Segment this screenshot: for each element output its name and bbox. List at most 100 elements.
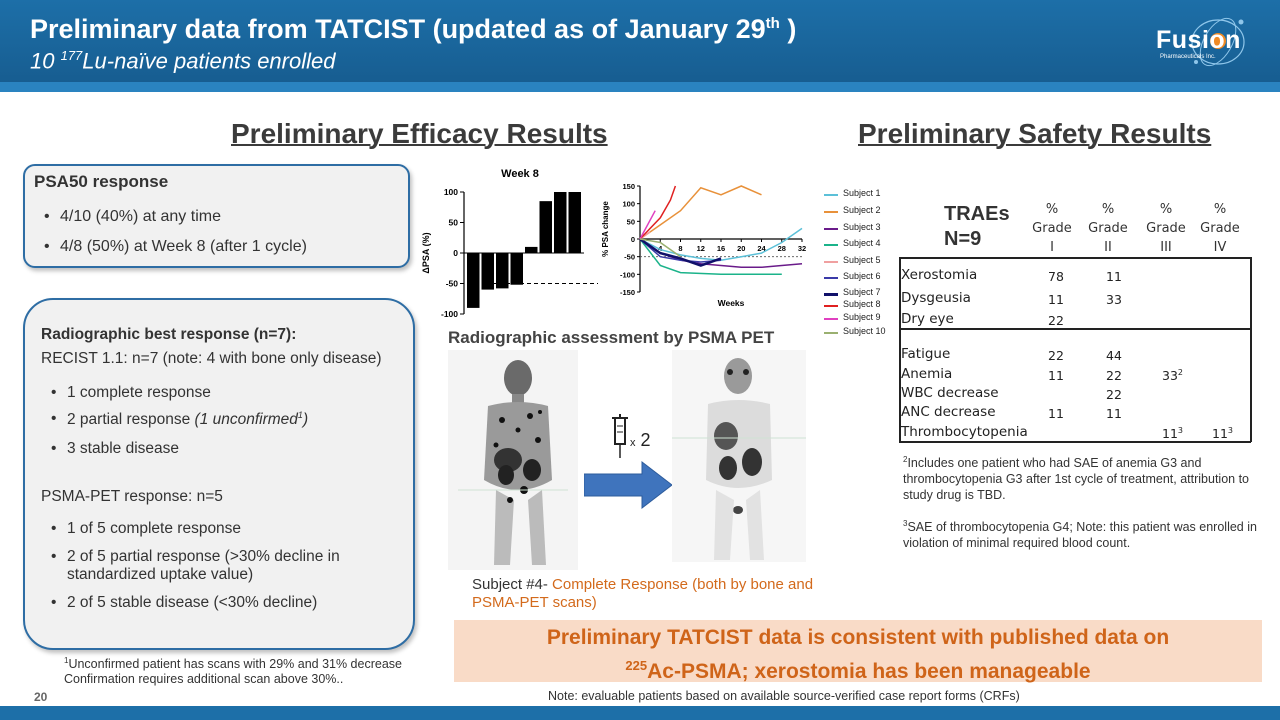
legend-swatch [824, 318, 838, 320]
legend-item-label: Subject 4 [843, 238, 881, 248]
series-line-7 [639, 237, 722, 267]
crf-note: Note: evaluable patients based on availa… [548, 689, 1020, 703]
table-row-label: Thrombocytopenia [901, 424, 1028, 440]
waterfall-bar [525, 246, 538, 253]
table-cell: 113 [1162, 426, 1183, 442]
footer-band [0, 706, 1280, 720]
pet-bullet-stable: 2 of 5 stable disease (<30% decline) [51, 594, 317, 612]
psa50-bullet-any-time: 4/10 (40%) at any time [44, 208, 221, 226]
legend-swatch [824, 293, 838, 296]
table-cell: 11 [1106, 406, 1122, 421]
logo-wordmark: Fusion [1156, 26, 1241, 54]
legend-swatch [824, 244, 838, 246]
table-cell: 22 [1048, 313, 1064, 328]
table-cell: 11 [1048, 292, 1064, 307]
waterfall-bar [568, 192, 581, 253]
safety-footnote-3: 3SAE of thrombocytopenia G4; Note: this … [903, 519, 1257, 551]
series-line-10 [639, 238, 681, 258]
grade-header-I: % Grade I [1032, 202, 1072, 255]
pet-response-title: PSMA-PET response: n=5 [41, 488, 223, 505]
rad-bullet-stable: 3 stable disease [51, 440, 179, 458]
table-cell: 22 [1106, 387, 1122, 402]
series-line-4 [639, 238, 782, 276]
line-x-tick-label: 12 [697, 244, 705, 253]
line-x-tick-label: 24 [757, 244, 766, 253]
footnote-unconfirmed: 1Unconfirmed patient has scans with 29% … [64, 656, 402, 672]
bar-y-tick-label: 0 [453, 248, 458, 258]
legend-swatch [824, 194, 838, 196]
bar-chart-title: Week 8 [501, 168, 539, 180]
footnote-confirmation: Confirmation requires additional scan ab… [64, 672, 344, 686]
traes-header: TRAEs N=9 [944, 203, 1010, 250]
table-cell: 11 [1106, 269, 1122, 284]
recist-line: RECIST 1.1: n=7 (note: 4 with bone only … [41, 350, 382, 367]
table-cell: 22 [1106, 368, 1122, 383]
radiographic-response-box: Radiographic best response (n=7): RECIST… [23, 298, 415, 650]
table-cell: 33 [1106, 292, 1122, 307]
bar-y-tick-label: -50 [446, 279, 459, 289]
table-row-label: Anemia [901, 366, 953, 382]
week8-waterfall-chart: Week 8 100 50 0 -50 -100 ΔPSA (%) [421, 168, 598, 319]
series-line-8 [639, 185, 677, 240]
pet-caption: Subject #4- Complete Response (both by b… [472, 576, 814, 611]
table-cell: 332 [1162, 368, 1183, 384]
safety-footnote-2: 2Includes one patient who had SAE of ane… [903, 455, 1250, 503]
legend-item-label: Subject 9 [843, 312, 881, 322]
pet-section-title: Radiographic assessment by PSMA PET [448, 328, 775, 347]
waterfall-bar [481, 253, 494, 290]
line-x-tick-label: 8 [678, 244, 682, 253]
header-stripe [0, 82, 1280, 92]
table-row-label: Fatigue [901, 346, 951, 362]
grade-header-IV: % Grade IV [1200, 202, 1240, 255]
waterfall-bar [510, 253, 523, 285]
bar-y-tick-label: 50 [449, 218, 459, 228]
right-arrow-icon [583, 460, 673, 510]
legend-swatch [824, 261, 838, 263]
dose-count: x 2 [630, 430, 651, 450]
treatment-arrow-group [583, 460, 674, 515]
series-line-2 [639, 185, 762, 240]
legend-swatch [824, 277, 838, 279]
series-line-6 [639, 238, 722, 263]
line-x-tick-label: 4 [658, 244, 663, 253]
series-line-9 [639, 210, 656, 240]
legend-item-label: Subject 2 [843, 205, 881, 215]
legend-swatch [824, 228, 838, 230]
conclusion-text: Preliminary TATCIST data is consistent w… [546, 626, 1170, 683]
legend-item-label: Subject 5 [843, 255, 881, 265]
fusion-logo: Fusion Pharmaceuticals Inc. [1146, 8, 1256, 74]
legend-item-label: Subject 1 [843, 188, 881, 198]
waterfall-bar [554, 192, 567, 253]
line-x-tick-label: 32 [798, 244, 806, 253]
line-y-tick-label: 0 [631, 235, 635, 244]
line-x-tick-label: 20 [737, 244, 745, 253]
line-y-tick-label: -150 [620, 288, 635, 297]
psa-change-line-chart: 150 100 50 0 -50 -100 -150 4 8 12 16 20 24 28 32 % PSA … [601, 182, 806, 308]
line-x-tick-label: 28 [778, 244, 786, 253]
line-y-axis-label: % PSA change [601, 201, 610, 257]
line-y-tick-label: -100 [620, 270, 635, 279]
pet-bullet-partial: 2 of 5 partial response (>30% decline in [51, 548, 340, 566]
table-bottom-border [899, 441, 1251, 443]
table-left-border [899, 257, 901, 442]
pet-scan-followup-image [672, 350, 806, 562]
table-cell: 11 [1048, 406, 1064, 421]
psa50-title: PSA50 response [34, 172, 169, 191]
slide-subtitle: 10 177Lu-naïve patients enrolled [30, 48, 336, 74]
legend-swatch [824, 332, 838, 334]
table-row-label: WBC decrease [901, 385, 999, 401]
slide-title: Preliminary data from TATCIST (updated a… [30, 14, 797, 44]
line-x-tick-label: 16 [717, 244, 725, 253]
bar-y-tick-label: 100 [444, 187, 458, 197]
table-row-label: Dry eye [901, 311, 954, 327]
rad-title: Radiographic best response (n=7): [41, 326, 297, 343]
waterfall-bar [539, 201, 552, 253]
table-cell: 11 [1048, 368, 1064, 383]
line-y-tick-label: -50 [624, 253, 635, 262]
grade-header-II: % Grade II [1088, 202, 1128, 255]
legend-item-label: Subject 8 [843, 299, 881, 309]
psa50-bullet-week8: 4/8 (50%) at Week 8 (after 1 cycle) [44, 238, 307, 256]
bar-y-axis-label: ΔPSA (%) [421, 232, 431, 273]
table-cell: 44 [1106, 348, 1122, 363]
pet-scan-baseline-image [448, 350, 578, 570]
